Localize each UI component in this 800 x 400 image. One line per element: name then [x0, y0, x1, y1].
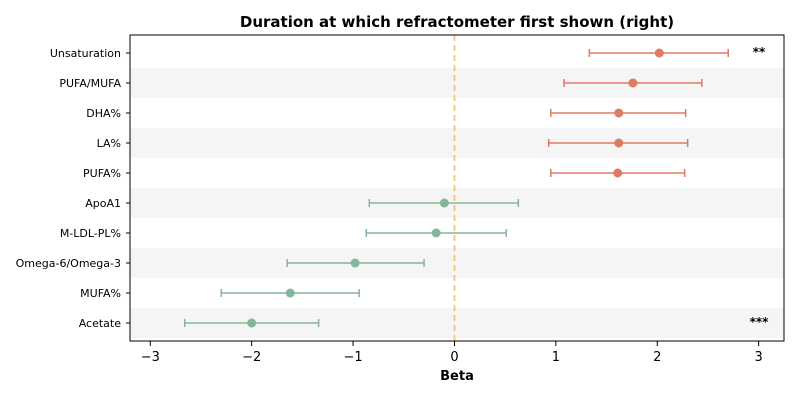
x-tick-label: 2 — [653, 350, 661, 365]
point-estimate — [613, 168, 623, 178]
x-axis-label: Beta — [440, 369, 474, 384]
y-tick-label: Omega-6/Omega-3 — [16, 257, 121, 270]
y-tick-label: PUFA/MUFA — [59, 77, 121, 90]
x-tick-label: −3 — [141, 350, 160, 365]
point-estimate — [628, 78, 638, 88]
point-estimate — [614, 138, 624, 148]
point-estimate — [350, 258, 360, 268]
x-axis: −3 −2 −1 0 1 2 3 — [141, 341, 763, 365]
point-estimate — [654, 48, 664, 58]
y-tick-label: PUFA% — [83, 167, 121, 180]
y-tick-label: MUFA% — [80, 287, 121, 300]
chart-title: Duration at which refractometer first sh… — [240, 13, 674, 31]
x-tick-label: −2 — [242, 350, 261, 365]
row-band — [130, 248, 784, 278]
y-tick-label: Acetate — [79, 317, 122, 330]
point-estimate — [285, 288, 295, 298]
point-estimate — [431, 228, 441, 238]
plot-frame — [129, 34, 785, 342]
point-estimate — [439, 198, 449, 208]
point-estimate — [614, 108, 624, 118]
data-marks: ***** — [184, 45, 770, 329]
x-tick-label: 1 — [552, 350, 560, 365]
y-tick-label: ApoA1 — [85, 197, 121, 210]
x-tick-label: 0 — [450, 350, 458, 365]
point-estimate — [247, 318, 257, 328]
y-tick-label: DHA% — [86, 107, 121, 120]
y-tick-label: LA% — [97, 137, 121, 150]
y-tick-label: Unsaturation — [50, 47, 121, 60]
y-tick-label: M-LDL-PL% — [60, 227, 121, 240]
x-tick-label: −1 — [343, 350, 362, 365]
significance-marker: ** — [753, 45, 766, 59]
y-axis: Unsaturation PUFA/MUFA DHA% LA% PUFA% ApoA1 M-… — [16, 47, 130, 330]
x-tick-label: 3 — [755, 350, 763, 365]
significance-marker: *** — [750, 315, 770, 329]
